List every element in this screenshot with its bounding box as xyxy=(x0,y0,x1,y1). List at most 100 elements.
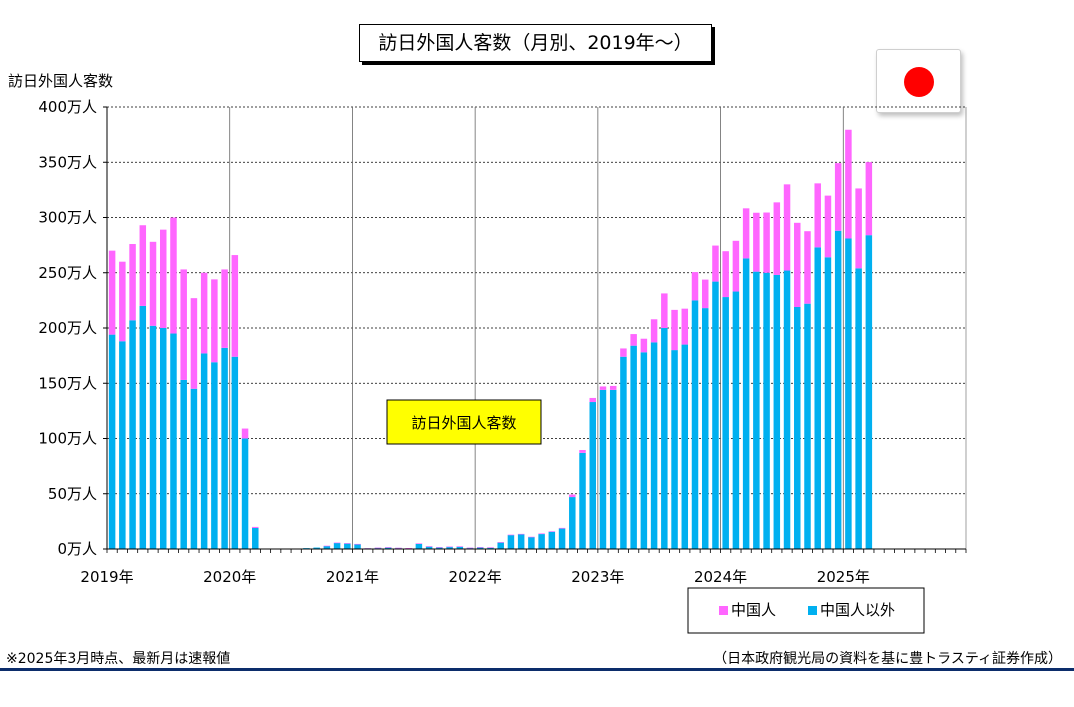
bar-other xyxy=(477,547,484,549)
bar-china xyxy=(599,386,607,390)
x-tick-label: 2022年 xyxy=(449,568,502,586)
bar-china xyxy=(384,547,392,548)
bar-other xyxy=(558,528,566,549)
bar-other xyxy=(415,543,423,549)
x-tick-label: 2025年 xyxy=(817,568,870,586)
bar-china xyxy=(487,547,494,548)
bar-other xyxy=(691,300,699,549)
bar-other xyxy=(773,274,781,549)
y-tick-label: 300万人 xyxy=(38,209,97,227)
bar-china xyxy=(579,449,586,453)
bar-other xyxy=(139,305,147,549)
x-tick-label: 2019年 xyxy=(80,568,133,586)
bar-other xyxy=(466,547,474,549)
bar-other xyxy=(722,297,729,549)
bar-china xyxy=(865,162,873,236)
bar-china xyxy=(446,546,453,548)
bar-china xyxy=(139,225,147,306)
bar-china xyxy=(783,184,791,271)
bar-china xyxy=(190,298,198,389)
footnote-right: （日本政府観光局の資料を基に豊トラスティ証券作成） xyxy=(713,651,1062,667)
bar-other xyxy=(344,543,351,549)
bar-china xyxy=(405,548,412,549)
bar-china xyxy=(497,542,504,543)
legend: 中国人 中国人以外 xyxy=(687,587,925,634)
bar-china xyxy=(129,244,136,321)
bar-other xyxy=(497,542,504,549)
legend-label-china: 中国人 xyxy=(731,601,776,619)
bar-other xyxy=(701,308,709,549)
bar-china xyxy=(241,428,249,439)
bar-other xyxy=(436,547,443,549)
bar-china xyxy=(569,494,576,498)
x-tick-label: 2023年 xyxy=(571,568,624,586)
bar-china xyxy=(640,338,648,353)
y-tick-label: 250万人 xyxy=(38,264,97,282)
bar-china xyxy=(794,222,801,308)
bar-other xyxy=(538,534,545,549)
y-tick-label: 350万人 xyxy=(38,153,97,171)
bar-china xyxy=(722,251,729,298)
bottom-rule xyxy=(0,668,1074,671)
x-tick-label: 2021年 xyxy=(326,568,379,586)
bar-other xyxy=(548,531,556,549)
bar-other xyxy=(231,356,239,549)
bar-china xyxy=(108,250,116,335)
bar-other xyxy=(313,547,320,549)
x-tick-label: 2024年 xyxy=(694,568,747,586)
bar-china xyxy=(231,255,239,357)
bar-other xyxy=(333,542,341,549)
y-axis-title: 訪日外国人客数 xyxy=(8,72,114,90)
bar-china xyxy=(252,526,259,529)
bar-china xyxy=(773,202,781,275)
bar-china xyxy=(845,129,852,239)
bar-china xyxy=(354,543,361,545)
annotation-background xyxy=(386,399,542,445)
bar-other xyxy=(630,345,637,549)
bar-other xyxy=(507,535,515,549)
bar-other xyxy=(323,546,331,549)
bar-china xyxy=(415,543,423,544)
bar-other xyxy=(517,534,525,549)
bar-china xyxy=(620,348,627,357)
bar-other xyxy=(528,537,535,549)
bar-other xyxy=(834,230,842,549)
bar-other xyxy=(200,353,208,549)
bar-other xyxy=(190,388,198,549)
x-tick-label: 2020年 xyxy=(203,568,256,586)
bar-china xyxy=(395,547,402,549)
y-tick-label: 150万人 xyxy=(38,374,97,392)
bar-other xyxy=(149,325,157,549)
bar-china xyxy=(374,547,382,549)
bar-china xyxy=(159,229,167,328)
bar-china xyxy=(681,308,689,345)
legend-swatch-china xyxy=(719,606,728,615)
bar-china xyxy=(323,545,331,547)
bar-other xyxy=(855,268,862,549)
bar-other xyxy=(794,307,801,549)
bar-other xyxy=(804,303,811,549)
bar-other xyxy=(170,333,177,549)
bar-china xyxy=(701,279,709,309)
bar-other xyxy=(732,291,740,549)
bar-china xyxy=(753,212,760,272)
bar-other xyxy=(753,271,760,549)
flag-sun-disc xyxy=(904,67,934,97)
bar-china xyxy=(732,240,740,292)
bar-other xyxy=(783,270,791,549)
bar-china xyxy=(548,531,556,532)
bar-china xyxy=(200,272,208,354)
bar-other xyxy=(599,389,607,549)
bar-china xyxy=(691,272,699,301)
bar-other xyxy=(425,546,433,549)
bar-china xyxy=(466,547,474,549)
bar-other xyxy=(742,258,750,549)
bar-other xyxy=(108,334,116,549)
bar-china xyxy=(180,269,187,380)
chart-axes: 0万人 50万人 100万人 150万人 200万人 250万人 300万人 350万人 400… xyxy=(38,98,967,586)
bar-china xyxy=(804,231,811,304)
bar-other xyxy=(620,356,627,549)
bar-china xyxy=(517,533,525,535)
bar-other xyxy=(395,547,402,549)
